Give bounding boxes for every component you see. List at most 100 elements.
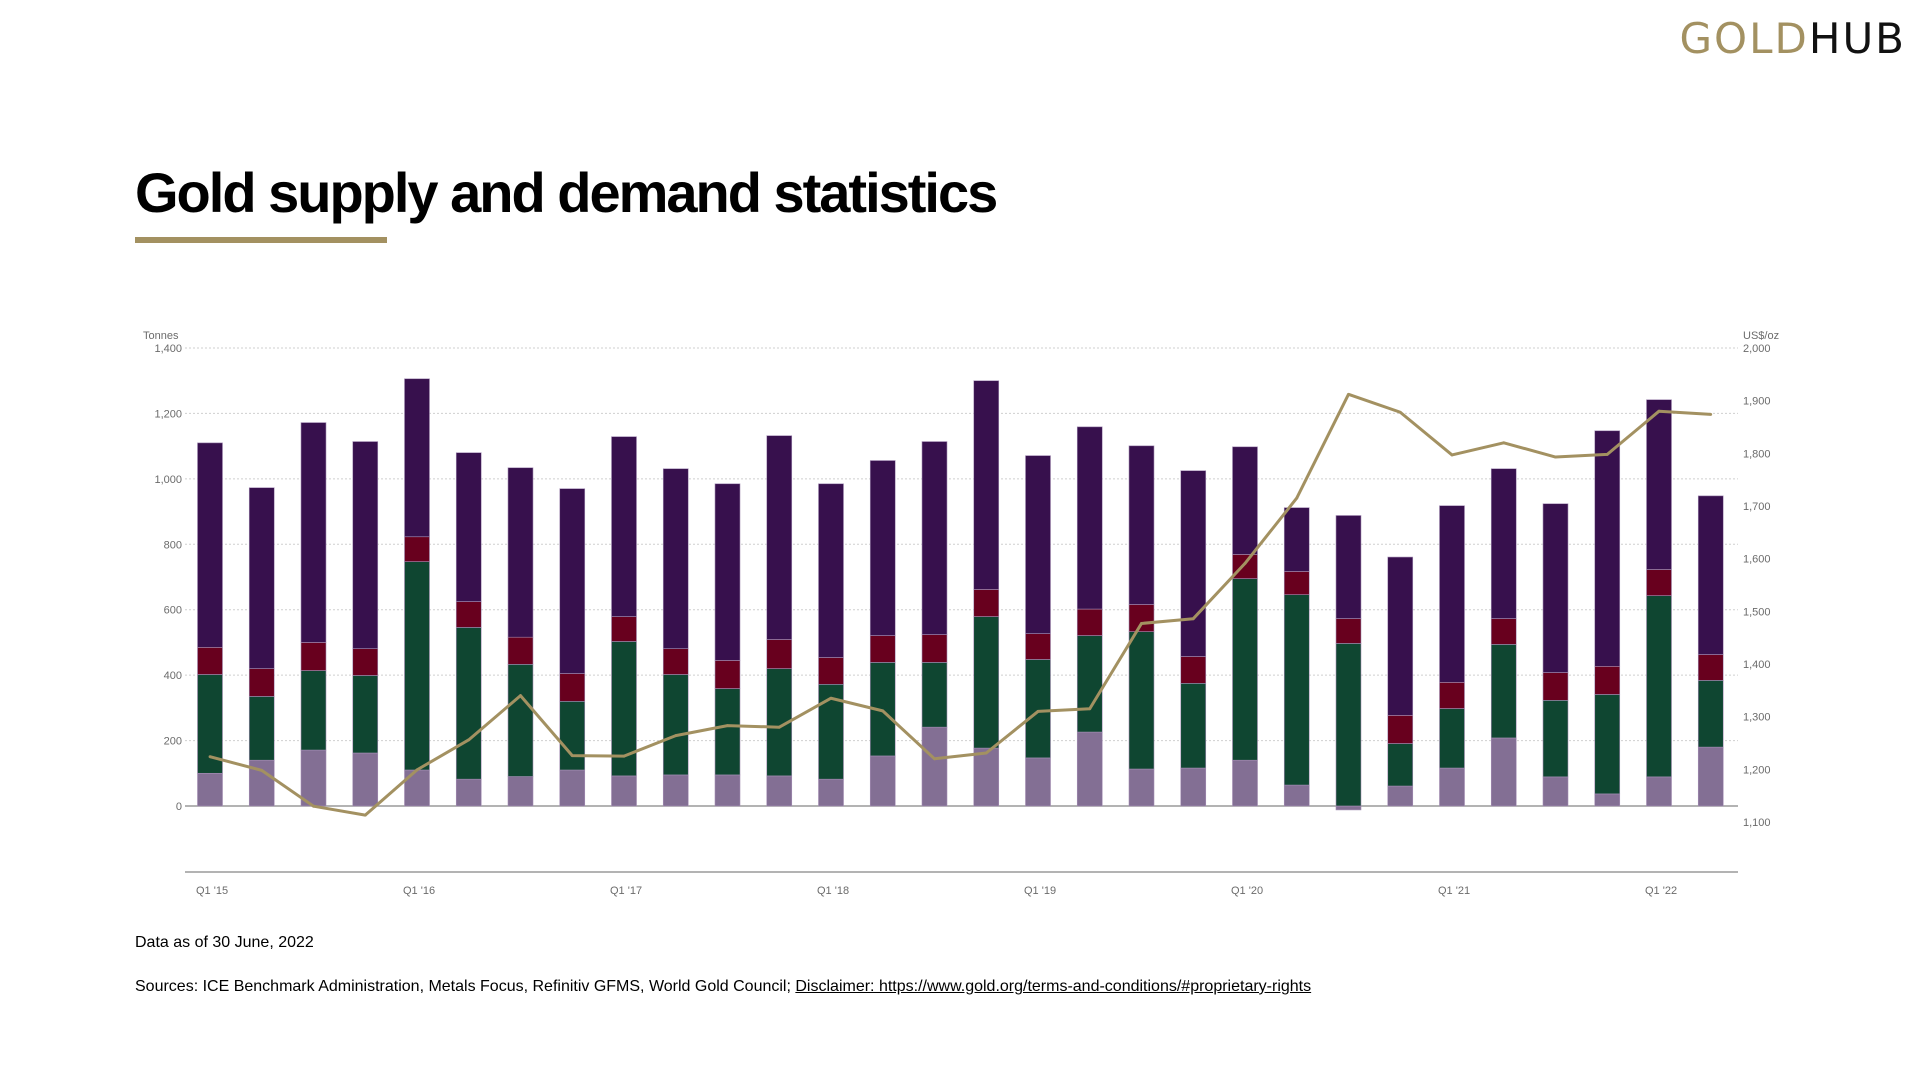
- y-tick-label: 200: [164, 736, 182, 748]
- gold-price-point: [1140, 622, 1143, 625]
- bar-segment-green: [662, 674, 689, 776]
- bar-segment-red: [1076, 608, 1103, 636]
- bar-segment-light-purple: [1646, 776, 1672, 807]
- gold-price-point: [933, 757, 936, 761]
- bar-segment-green: [1387, 743, 1414, 787]
- bar-segment-dark-purple: [818, 483, 844, 658]
- y2-tick-label: 1,500: [1743, 606, 1771, 618]
- sources-note: Sources: ICE Benchmark Administration, M…: [135, 978, 1311, 996]
- bar-segment-green: [1025, 659, 1051, 759]
- bar-segment-dark-purple: [1025, 455, 1051, 634]
- y2-tick-label: 1,900: [1743, 396, 1771, 408]
- bar-segment-red: [352, 648, 379, 676]
- bar-segment-dark-purple: [1646, 399, 1672, 570]
- supply-demand-chart: Tonnes US$/oz 0 200 400 600 800 1,000 1,200 1,4…: [143, 330, 1779, 897]
- bar-segment-dark-purple: [1180, 470, 1207, 657]
- gold-price-point: [1554, 455, 1557, 459]
- bar-segment-green: [869, 662, 896, 757]
- gold-price-point: [415, 768, 419, 772]
- gold-price-point: [1088, 707, 1092, 711]
- bar-segment-light-purple: [1594, 793, 1621, 807]
- gold-price-point: [1605, 452, 1609, 456]
- gold-price-point: [570, 754, 574, 758]
- bar-segment-dark-purple: [1439, 505, 1465, 683]
- bar-segment-red: [1128, 604, 1155, 632]
- bar-segment-dark-purple: [1128, 445, 1155, 605]
- gold-price-point: [1398, 410, 1402, 414]
- x-tick-label: Q1 '16: [403, 885, 435, 897]
- bar-segment-light-purple: [1439, 767, 1465, 807]
- bar-segment-green: [1076, 635, 1103, 733]
- gold-price-point: [1450, 453, 1454, 457]
- bar-segment-red: [1594, 666, 1621, 695]
- bar-segment-red: [1646, 569, 1672, 596]
- bar-segment-dark-purple: [1697, 495, 1724, 655]
- bar-segment-red: [611, 616, 637, 642]
- bar-segment-red: [1697, 654, 1724, 681]
- bar-segment-dark-purple: [1542, 503, 1569, 673]
- bar-segment-dark-purple: [1387, 556, 1414, 716]
- bar-segment-red: [197, 647, 223, 675]
- bar-segment-red: [1439, 682, 1465, 709]
- bar-segment-dark-purple: [921, 441, 948, 635]
- gold-price-point: [1347, 392, 1350, 396]
- gold-price-point: [1657, 409, 1661, 413]
- bar-segment-dark-purple: [1283, 507, 1310, 572]
- bar-segment-green: [455, 627, 482, 780]
- bar-segment-dark-purple: [973, 380, 1000, 590]
- y2-tick-label: 1,100: [1743, 817, 1771, 829]
- bar-segment-dark-purple: [611, 436, 637, 617]
- bar-segment-green: [714, 688, 741, 776]
- y2-tick-label: 1,300: [1743, 712, 1771, 724]
- bar-segment-light-purple: [766, 775, 793, 807]
- bar-segment-light-purple: [921, 726, 948, 807]
- gold-price-point: [1243, 562, 1247, 565]
- bar-segment-light-purple: [869, 755, 896, 807]
- bar-segment-red: [1283, 571, 1310, 595]
- bar-segment-dark-purple: [352, 441, 379, 649]
- bar-segment-dark-purple: [559, 488, 586, 674]
- x-tick-label: Q1 '21: [1438, 885, 1470, 897]
- stacked-bars: [197, 378, 1724, 811]
- goldhub-logo[interactable]: GOLDHUB: [1680, 14, 1907, 63]
- bar-segment-dark-purple: [248, 487, 275, 669]
- bar-segment-red: [1335, 618, 1362, 644]
- bar-segment-green: [507, 664, 534, 777]
- data-as-of: Data as of 30 June, 2022: [135, 934, 314, 951]
- bar-segment-dark-purple: [1232, 446, 1258, 555]
- bar-segment-light-purple: [507, 776, 534, 807]
- y-tick-label: 0: [176, 801, 182, 813]
- bar-segment-light-purple: [1542, 776, 1569, 807]
- bar-segment-green: [1283, 594, 1310, 786]
- bar-segment-red: [300, 642, 327, 671]
- x-tick-label: Q1 '15: [196, 885, 228, 897]
- bar-segment-green: [1439, 708, 1465, 769]
- bar-segment-light-purple: [818, 778, 844, 807]
- page-title: Gold supply and demand statistics: [135, 161, 998, 224]
- disclaimer-link[interactable]: Disclaimer: https://www.gold.org/terms-a…: [795, 978, 1312, 995]
- bar-segment-dark-purple: [455, 452, 482, 602]
- bar-segment-light-purple: [300, 749, 327, 807]
- y-axis-title: Tonnes: [143, 330, 179, 342]
- x-tick-label: Q1 '18: [817, 885, 849, 897]
- bar-segment-dark-purple: [1076, 426, 1103, 610]
- bar-segment-dark-purple: [1594, 430, 1621, 667]
- bar-segment-light-purple: [1335, 805, 1362, 811]
- bar-segment-green: [921, 662, 948, 728]
- bar-segment-red: [455, 601, 482, 628]
- bar-segment-red: [1180, 656, 1207, 684]
- bar-segment-dark-purple: [714, 483, 741, 661]
- bar-segment-green: [1335, 643, 1362, 807]
- gridlines: [185, 347, 1738, 873]
- bar-segment-dark-purple: [1490, 468, 1517, 619]
- bar-segment-dark-purple: [197, 442, 223, 648]
- bar-segment-dark-purple: [1335, 515, 1362, 619]
- bar-segment-red: [766, 639, 793, 669]
- bar-segment-red: [869, 635, 896, 663]
- gold-price-point: [829, 696, 833, 700]
- gold-price-point: [312, 804, 315, 808]
- y2-axis-title: US$/oz: [1743, 330, 1779, 342]
- bar-segment-light-purple: [662, 774, 689, 807]
- bar-segment-light-purple: [197, 772, 223, 807]
- y-tick-label: 1,400: [154, 343, 182, 355]
